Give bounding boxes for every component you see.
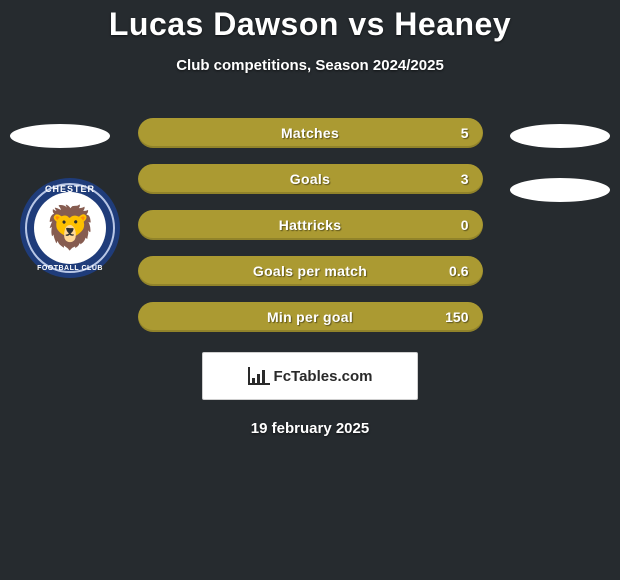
stat-row-goals: Goals 3	[138, 164, 483, 194]
stat-row-hattricks: Hattricks 0	[138, 210, 483, 240]
club-badge-bottom-text: FOOTBALL CLUB	[20, 265, 120, 272]
stat-value: 3	[461, 171, 469, 187]
stat-label: Min per goal	[138, 309, 483, 325]
stat-value: 0.6	[449, 263, 468, 279]
club-badge: CHESTER 🦁 FOOTBALL CLUB	[20, 178, 120, 278]
stat-label: Matches	[138, 125, 483, 141]
player-right-shape-2	[510, 178, 610, 202]
stat-label: Goals	[138, 171, 483, 187]
stat-label: Goals per match	[138, 263, 483, 279]
bar-chart-icon	[248, 367, 270, 385]
comparison-card: Lucas Dawson vs Heaney Club competitions…	[0, 0, 620, 580]
stat-value: 0	[461, 217, 469, 233]
stat-row-goals-per-match: Goals per match 0.6	[138, 256, 483, 286]
footer-brand-text: FcTables.com	[274, 368, 373, 385]
stat-label: Hattricks	[138, 217, 483, 233]
stat-value: 5	[461, 125, 469, 141]
lion-icon: 🦁	[44, 207, 96, 249]
stat-row-min-per-goal: Min per goal 150	[138, 302, 483, 332]
page-title: Lucas Dawson vs Heaney	[0, 0, 620, 43]
subtitle: Club competitions, Season 2024/2025	[0, 57, 620, 74]
stat-row-matches: Matches 5	[138, 118, 483, 148]
player-right-shape-1	[510, 124, 610, 148]
player-left-shape	[10, 124, 110, 148]
club-badge-inner: 🦁	[34, 192, 106, 264]
stat-value: 150	[445, 309, 468, 325]
date-label: 19 february 2025	[0, 420, 620, 437]
footer-brand-card[interactable]: FcTables.com	[202, 352, 418, 400]
